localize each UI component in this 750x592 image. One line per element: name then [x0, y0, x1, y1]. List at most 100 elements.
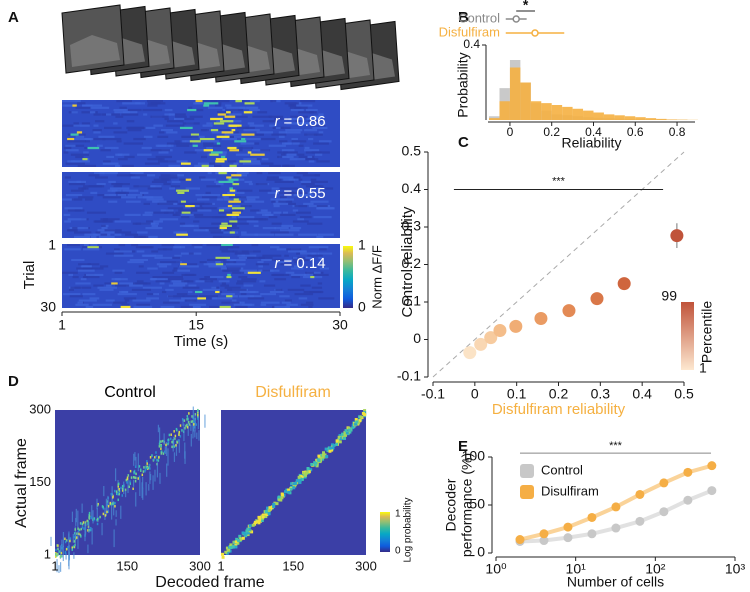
decoding-matrix-cell: [359, 415, 363, 419]
heatmap-noise: [161, 290, 167, 294]
heatmap-hot: [215, 263, 224, 266]
heatmap-noise: [277, 155, 283, 159]
heatmap-noise: [294, 261, 301, 264]
heatmap-noise: [73, 124, 90, 127]
legend-swatch: [520, 464, 534, 478]
decoding-matrix-cell: [118, 487, 120, 491]
decoding-matrix-cell: [229, 546, 233, 550]
heatmap-noise: [272, 100, 281, 103]
heatmap-noise: [190, 207, 197, 210]
colorbar-label: Log probability: [403, 497, 414, 562]
heatmap-hot: [87, 146, 100, 150]
heatmap-noise: [201, 140, 219, 143]
heatmap-noise: [132, 282, 151, 285]
heatmap-noise: [207, 106, 223, 109]
y-tick-label: 300: [29, 401, 51, 416]
decoding-matrix-cell: [318, 456, 322, 460]
heatmap-hot: [76, 131, 83, 134]
decoding-matrix-cell: [195, 423, 197, 426]
heatmap-hot: [231, 207, 245, 210]
decoding-matrix-cell: [160, 452, 163, 455]
scatter-point: [534, 312, 548, 325]
decoding-matrix-cell: [149, 471, 151, 484]
heatmap-noise: [89, 297, 100, 300]
heatmap-noise: [76, 180, 82, 183]
decoding-matrix-cell: [317, 454, 321, 458]
heatmap-noise: [194, 149, 207, 152]
decoding-matrix-cell: [58, 565, 60, 574]
decoding-matrix-cell: [160, 440, 162, 443]
heatmap-noise: [257, 261, 264, 264]
heatmap-noise: [172, 269, 178, 272]
decoding-matrix-cell: [109, 501, 112, 505]
heatmap-noise: [163, 183, 171, 186]
heatmap-hot: [180, 263, 187, 266]
heatmap-noise: [83, 151, 89, 154]
decoding-matrix-cell: [88, 517, 91, 520]
heatmap-noise: [291, 137, 298, 141]
heatmap-noise: [274, 278, 287, 281]
y-tick-label: 30: [40, 299, 56, 315]
decoding-matrix-cell: [120, 505, 122, 519]
heatmap-noise: [260, 137, 276, 141]
heatmap-noise: [171, 280, 187, 283]
decoding-matrix-cell: [112, 496, 114, 499]
heatmap-noise: [255, 263, 270, 266]
decoding-matrix-cell: [253, 521, 257, 525]
heatmap-noise: [241, 231, 247, 234]
y-tick-label: 0.4: [402, 180, 422, 196]
heatmap-noise: [115, 284, 130, 287]
decoding-matrix-cell: [112, 502, 115, 505]
heatmap-noise: [159, 218, 179, 221]
decoding-matrix-cell: [80, 527, 83, 531]
decoding-matrix-cell: [123, 481, 125, 495]
histogram-bar: [499, 101, 510, 120]
heatmap-noise: [81, 265, 92, 268]
heatmap-noise: [123, 297, 137, 300]
heatmap-noise: [227, 191, 245, 194]
decoding-matrix-cell: [132, 487, 134, 491]
heatmap-noise: [116, 174, 133, 177]
heatmap-noise: [275, 288, 283, 291]
decoding-matrix-cell: [165, 442, 168, 457]
heatmap-noise: [178, 202, 195, 205]
heatmap-noise: [130, 189, 139, 192]
heatmap-noise: [179, 224, 199, 227]
heatmap-noise: [206, 244, 218, 247]
y-axis-label: Actual frame: [13, 438, 30, 528]
heatmap-noise: [126, 108, 142, 112]
decoding-matrix-cell: [69, 537, 72, 540]
decoding-matrix-cell: [81, 503, 83, 513]
decoding-matrix-cell: [65, 539, 68, 542]
heatmap-noise: [175, 142, 193, 145]
decoding-matrix-cell: [57, 553, 59, 556]
decoding-matrix-cell: [93, 518, 95, 522]
heatmap-noise: [200, 178, 217, 181]
decoding-matrix-cell: [188, 412, 190, 415]
decoding-matrix-cell: [142, 487, 144, 500]
series-point: [707, 486, 717, 496]
heatmap-noise: [304, 129, 318, 132]
heatmap-noise: [297, 218, 305, 221]
heatmap-noise: [240, 269, 257, 272]
decoding-matrix-cell: [139, 468, 142, 471]
heatmap-noise: [72, 276, 79, 279]
heatmap-hot: [232, 183, 240, 186]
decoding-matrix-cell: [96, 498, 98, 510]
heatmap-noise: [223, 269, 239, 272]
decoding-matrix-cell: [137, 477, 139, 480]
heatmap-noise: [130, 172, 144, 175]
heatmap-noise: [308, 120, 322, 123]
heatmap-noise: [153, 178, 171, 181]
heatmap-hot: [82, 158, 88, 161]
heatmap-noise: [294, 205, 308, 208]
heatmap-noise: [298, 144, 304, 147]
decoding-matrix-cell: [80, 522, 83, 525]
decoding-matrix-cell: [93, 517, 96, 520]
panel-label: B: [458, 9, 469, 26]
heatmap-noise: [101, 227, 108, 230]
heatmap-noise: [113, 254, 134, 257]
heatmap-noise: [262, 254, 282, 257]
heatmap-hot: [192, 144, 198, 147]
decoding-matrix-cell: [62, 531, 65, 548]
